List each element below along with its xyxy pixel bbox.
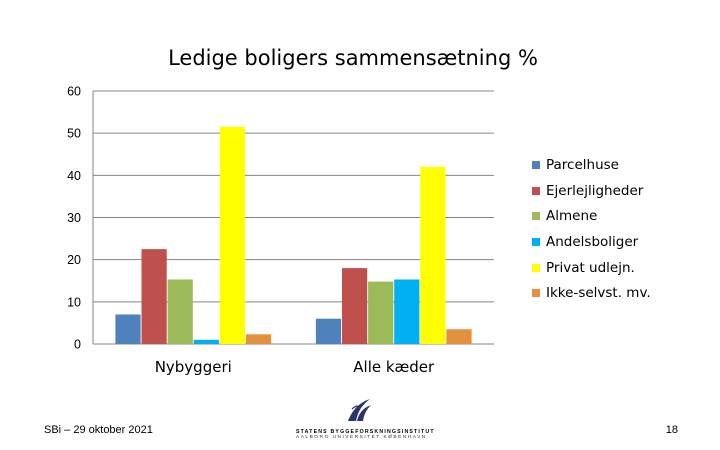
x-tick-label: Alle kæder bbox=[353, 358, 435, 376]
legend-label: Ejerlejligheder bbox=[546, 182, 644, 199]
chart-legend: Parcelhuse Ejerlejligheder Almene Andelsbol… bbox=[532, 152, 651, 306]
bar bbox=[115, 314, 141, 344]
y-tick-label: 60 bbox=[67, 85, 81, 99]
y-tick-label: 30 bbox=[67, 211, 81, 225]
y-tick-label: 20 bbox=[67, 253, 81, 267]
y-tick-label: 0 bbox=[74, 338, 81, 352]
bar bbox=[167, 279, 193, 344]
bar bbox=[394, 279, 420, 344]
bar bbox=[342, 268, 368, 344]
institute-logo-icon bbox=[348, 399, 371, 421]
legend-item: Ikke-selvst. mv. bbox=[532, 280, 651, 306]
footer-date: SBi – 29 oktober 2021 bbox=[44, 424, 153, 436]
legend-label: Ikke-selvst. mv. bbox=[546, 285, 651, 302]
legend-label: Privat udlejn. bbox=[546, 259, 635, 276]
page-number: 18 bbox=[665, 424, 678, 436]
legend-item: Privat udlejn. bbox=[532, 255, 651, 281]
legend-label: Parcelhuse bbox=[546, 156, 619, 173]
y-tick-label: 50 bbox=[67, 127, 81, 141]
bar bbox=[315, 318, 342, 344]
bar bbox=[141, 249, 167, 344]
legend-item: Almene bbox=[532, 203, 651, 229]
bar bbox=[368, 281, 394, 344]
bar bbox=[193, 339, 219, 344]
bar bbox=[446, 329, 472, 344]
legend-swatch bbox=[532, 160, 540, 169]
legend-item: Ejerlejligheder bbox=[532, 178, 651, 204]
bar bbox=[219, 126, 245, 344]
legend-item: Parcelhuse bbox=[532, 152, 651, 178]
legend-label: Almene bbox=[546, 208, 598, 225]
bar bbox=[420, 166, 446, 344]
y-tick-label: 40 bbox=[67, 169, 81, 183]
legend-swatch bbox=[532, 237, 540, 246]
legend-item: Andelsboliger bbox=[532, 229, 651, 255]
logo-text-institute: STATENS BYGGEFORSKNINGSINSTITUT bbox=[296, 429, 435, 435]
chart-title: Ledige boligers sammensætning % bbox=[168, 46, 538, 70]
institute-logo: STATENS BYGGEFORSKNINGSINSTITUT AALBORG … bbox=[296, 397, 435, 440]
legend-swatch bbox=[532, 186, 540, 195]
y-tick-label: 10 bbox=[67, 295, 81, 309]
legend-swatch bbox=[532, 263, 540, 272]
legend-label: Andelsboliger bbox=[546, 233, 639, 250]
logo-text-university: AALBORG UNIVERSITET KØBENHAVN bbox=[296, 435, 427, 440]
x-tick-label: Nybyggeri bbox=[155, 358, 232, 376]
bar bbox=[245, 334, 272, 344]
legend-swatch bbox=[532, 289, 540, 298]
legend-swatch bbox=[532, 212, 540, 221]
